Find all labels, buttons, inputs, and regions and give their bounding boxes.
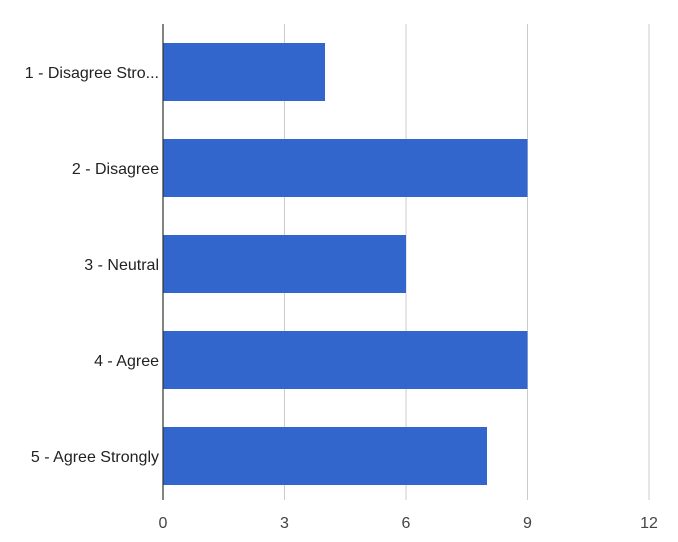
category-label: 5 - Agree Strongly	[31, 449, 159, 466]
bars	[163, 43, 528, 485]
x-tick-label: 9	[523, 515, 532, 532]
x-tick-label: 0	[159, 515, 168, 532]
bar-3	[163, 235, 406, 293]
x-tick-label: 12	[640, 515, 658, 532]
bar-2	[163, 139, 528, 197]
bar-5	[163, 427, 487, 485]
x-tick-label: 6	[402, 515, 411, 532]
bar-4	[163, 331, 528, 389]
category-label: 1 - Disagree Stro...	[25, 65, 159, 82]
bar-1	[163, 43, 325, 101]
x-tick-label: 3	[280, 515, 289, 532]
category-labels: 1 - Disagree Stro... 2 - Disagree 3 - Neut…	[25, 65, 159, 466]
x-tick-labels: 0 3 6 9 12	[159, 515, 658, 532]
category-label: 2 - Disagree	[72, 161, 159, 178]
category-label: 4 - Agree	[94, 353, 159, 370]
category-label: 3 - Neutral	[84, 257, 159, 274]
